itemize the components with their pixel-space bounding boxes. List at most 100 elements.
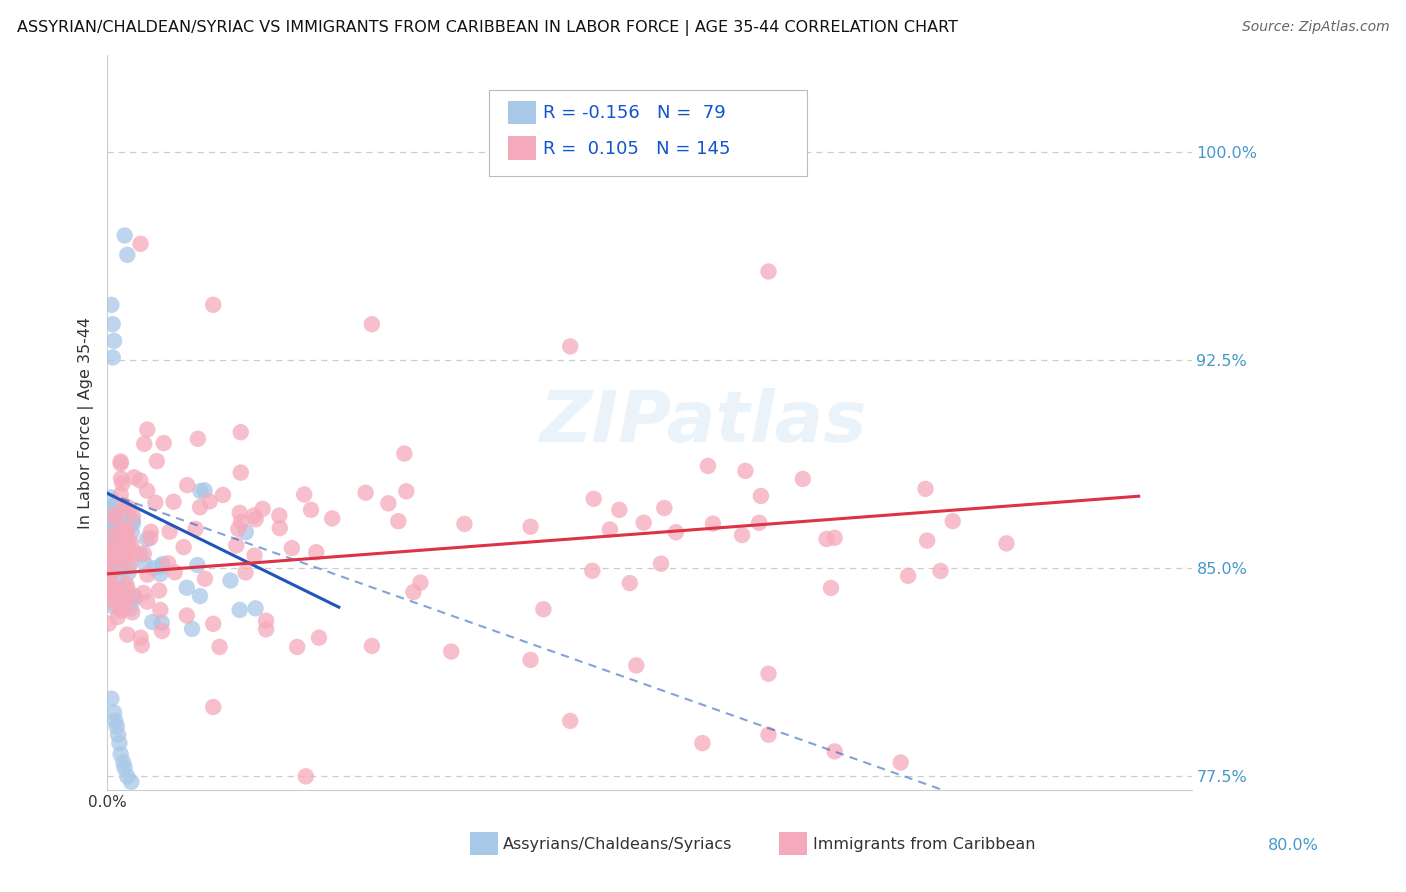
- Point: [202, 298, 225, 312]
- Point: [748, 516, 770, 530]
- Point: [97, 556, 120, 570]
- Point: [134, 437, 156, 451]
- Point: [115, 591, 138, 606]
- Point: [184, 522, 207, 536]
- Point: [101, 595, 124, 609]
- Point: [112, 541, 135, 556]
- Point: [104, 519, 127, 533]
- Point: [104, 714, 127, 728]
- Point: [114, 522, 136, 536]
- Point: [299, 502, 322, 516]
- Text: 80.0%: 80.0%: [1268, 838, 1319, 853]
- Point: [245, 601, 267, 615]
- Point: [150, 615, 173, 630]
- Point: [112, 548, 135, 562]
- Point: [202, 616, 225, 631]
- Point: [97, 551, 120, 566]
- Point: [440, 644, 463, 658]
- Point: [104, 588, 127, 602]
- Point: [110, 590, 132, 604]
- Point: [531, 602, 554, 616]
- Point: [117, 248, 139, 262]
- Point: [97, 537, 120, 551]
- Point: [129, 631, 152, 645]
- Point: [117, 524, 139, 538]
- Point: [97, 577, 120, 591]
- Point: [110, 604, 132, 618]
- Point: [114, 538, 136, 552]
- Point: [229, 466, 252, 480]
- Point: [107, 523, 129, 537]
- Point: [115, 524, 138, 539]
- Point: [519, 653, 541, 667]
- Point: [110, 747, 132, 761]
- Point: [731, 528, 754, 542]
- Point: [143, 495, 166, 509]
- Point: [112, 581, 135, 595]
- Point: [101, 559, 124, 574]
- Point: [560, 714, 582, 728]
- Point: [105, 719, 128, 733]
- Text: ASSYRIAN/CHALDEAN/SYRIAC VS IMMIGRANTS FROM CARIBBEAN IN LABOR FORCE | AGE 35-44: ASSYRIAN/CHALDEAN/SYRIAC VS IMMIGRANTS F…: [17, 20, 957, 36]
- Point: [98, 566, 121, 581]
- Point: [228, 603, 250, 617]
- Point: [118, 541, 141, 556]
- Point: [229, 425, 252, 440]
- Point: [188, 589, 211, 603]
- Point: [163, 566, 186, 580]
- Point: [824, 531, 846, 545]
- Point: [228, 506, 250, 520]
- Point: [117, 566, 139, 580]
- Text: Immigrants from Caribbean: Immigrants from Caribbean: [813, 837, 1035, 852]
- Point: [112, 505, 135, 519]
- Point: [243, 508, 266, 523]
- Point: [107, 728, 129, 742]
- Point: [101, 317, 124, 331]
- Point: [758, 264, 780, 278]
- Point: [111, 561, 134, 575]
- Point: [252, 501, 274, 516]
- Point: [607, 503, 630, 517]
- Point: [354, 485, 377, 500]
- Point: [202, 700, 225, 714]
- Point: [225, 538, 247, 552]
- Point: [186, 558, 208, 572]
- Point: [129, 548, 152, 562]
- Point: [107, 527, 129, 541]
- Point: [294, 769, 316, 783]
- Point: [136, 532, 159, 546]
- Point: [758, 728, 780, 742]
- Point: [360, 639, 382, 653]
- Point: [152, 557, 174, 571]
- Point: [176, 581, 198, 595]
- Point: [101, 541, 124, 556]
- Point: [820, 581, 842, 595]
- Point: [285, 640, 308, 654]
- Point: [824, 744, 846, 758]
- Point: [150, 559, 173, 574]
- Point: [103, 582, 125, 597]
- Point: [117, 533, 139, 547]
- Point: [308, 631, 330, 645]
- Point: [97, 579, 120, 593]
- Point: [122, 508, 145, 523]
- Text: R = -0.156   N =  79: R = -0.156 N = 79: [543, 104, 725, 122]
- Point: [995, 536, 1018, 550]
- Point: [129, 474, 152, 488]
- Point: [792, 472, 814, 486]
- Point: [114, 761, 136, 775]
- Point: [187, 432, 209, 446]
- Point: [110, 524, 132, 538]
- Point: [117, 627, 139, 641]
- Point: [100, 527, 122, 541]
- Point: [235, 566, 257, 580]
- Point: [134, 558, 156, 572]
- Point: [142, 561, 165, 575]
- Point: [110, 508, 132, 522]
- Point: [100, 298, 122, 312]
- Point: [136, 567, 159, 582]
- Point: [103, 599, 125, 614]
- Point: [176, 478, 198, 492]
- Point: [897, 569, 920, 583]
- Point: [245, 512, 267, 526]
